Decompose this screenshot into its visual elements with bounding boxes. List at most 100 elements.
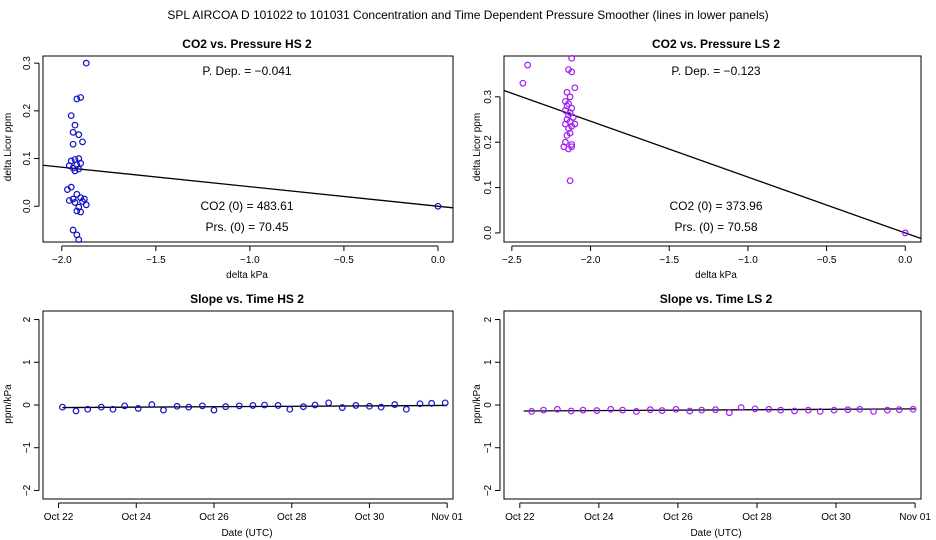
y-tick-label: −2 <box>483 484 494 496</box>
y-tick-label: 0.3 <box>22 56 33 70</box>
data-point <box>563 131 571 139</box>
x-tick-label: −1.5 <box>659 255 679 266</box>
data-point <box>82 201 90 209</box>
y-axis-label: ppm/kPa <box>3 384 14 424</box>
data-point <box>765 405 773 413</box>
data-point <box>73 190 81 198</box>
data-point <box>725 409 733 417</box>
data-point <box>72 407 80 415</box>
x-tick-label: Oct 24 <box>122 512 152 523</box>
y-axis-label: delta Licor ppm <box>472 113 483 181</box>
y-tick-label: 0.1 <box>22 151 33 165</box>
data-point <box>286 405 294 413</box>
pressure-dependence-label: P. Dep. = −0.123 <box>671 64 761 78</box>
co2-intercept-label: CO2 (0) = 483.61 <box>200 199 293 213</box>
data-point <box>109 405 117 413</box>
x-tick-label: −1.0 <box>738 255 758 266</box>
y-tick-label: 0.2 <box>483 135 494 149</box>
data-point <box>173 402 181 410</box>
x-axis-label: Date (UTC) <box>690 528 741 539</box>
y-tick-label: 0 <box>483 402 494 408</box>
data-point <box>561 120 569 128</box>
data-point <box>97 403 105 411</box>
data-point <box>75 236 83 244</box>
data-point <box>428 399 436 407</box>
panel-title: CO2 vs. Pressure LS 2 <box>652 37 780 51</box>
data-point <box>844 406 852 414</box>
y-tick-label: 2 <box>22 316 33 322</box>
data-point <box>77 159 85 167</box>
data-point <box>75 131 83 139</box>
data-point <box>69 140 77 148</box>
data-point <box>71 121 79 129</box>
panel-co2-pressure-ls: CO2 vs. Pressure LS 2 P. Dep. = −0.123 C… <box>472 37 922 281</box>
x-tick-label: −0.5 <box>817 255 837 266</box>
y-tick-label: 1 <box>483 359 494 365</box>
panel-title: CO2 vs. Pressure HS 2 <box>182 37 312 51</box>
x-tick-label: −0.5 <box>334 255 354 266</box>
data-point <box>73 95 81 103</box>
data-point <box>856 405 864 413</box>
data-point <box>777 406 785 414</box>
x-tick-label: Oct 24 <box>584 512 614 523</box>
x-tick-label: −2.0 <box>581 255 601 266</box>
y-axis-label: ppm/kPa <box>472 384 483 424</box>
data-point <box>528 408 536 415</box>
x-tick-label: −2.0 <box>52 255 72 266</box>
fit-line <box>523 408 916 412</box>
data-point <box>791 407 798 415</box>
data-point <box>686 407 694 415</box>
data-point <box>64 186 71 193</box>
x-tick-label: −1.0 <box>240 255 260 266</box>
fit-line <box>503 89 922 240</box>
pressure-intercept-label: Prs. (0) = 70.45 <box>205 220 288 234</box>
data-point <box>646 406 654 414</box>
data-point <box>210 406 218 414</box>
data-point <box>566 93 574 101</box>
x-tick-label: Nov 01 <box>899 512 931 523</box>
x-tick-label: −2.5 <box>502 255 522 266</box>
data-point <box>568 143 576 151</box>
data-point <box>377 403 385 411</box>
data-point <box>261 401 268 409</box>
data-point <box>884 406 891 414</box>
y-axis-label: delta Licor ppm <box>3 113 14 181</box>
data-point <box>59 403 66 411</box>
data-point <box>568 141 576 148</box>
data-point <box>67 112 75 120</box>
data-point <box>568 54 576 62</box>
x-tick-label: Oct 22 <box>505 512 535 523</box>
data-point <box>816 408 824 415</box>
data-point <box>77 194 85 202</box>
y-tick-label: −1 <box>483 442 494 454</box>
data-point <box>299 403 307 411</box>
data-point <box>568 68 576 76</box>
data-point <box>571 84 579 92</box>
x-tick-label: Oct 26 <box>663 512 693 523</box>
panel-co2-pressure-hs: CO2 vs. Pressure HS 2 P. Dep. = −0.041 C… <box>3 37 454 281</box>
data-point <box>148 401 156 408</box>
y-tick-label: 0.0 <box>22 199 33 213</box>
x-tick-label: 0.0 <box>898 255 912 266</box>
data-point <box>352 402 360 409</box>
data-point <box>540 406 547 414</box>
data-point <box>249 402 257 409</box>
data-point <box>658 407 666 414</box>
x-tick-label: Oct 30 <box>821 512 851 523</box>
data-point <box>311 401 319 409</box>
data-point <box>416 400 424 408</box>
data-point <box>82 59 90 67</box>
y-tick-label: 1 <box>22 359 33 365</box>
data-point <box>563 88 571 96</box>
y-tick-label: −1 <box>22 442 33 454</box>
data-point <box>185 403 193 411</box>
data-point <box>222 403 230 411</box>
data-point <box>901 229 909 237</box>
x-tick-label: Oct 26 <box>199 512 229 523</box>
panel-slope-time-hs: Slope vs. Time HS 2 Date (UTC) ppm/kPa O… <box>3 292 463 539</box>
data-point <box>84 405 92 413</box>
plot-frame <box>503 310 922 500</box>
data-point <box>830 406 838 414</box>
fit-line <box>42 164 454 209</box>
